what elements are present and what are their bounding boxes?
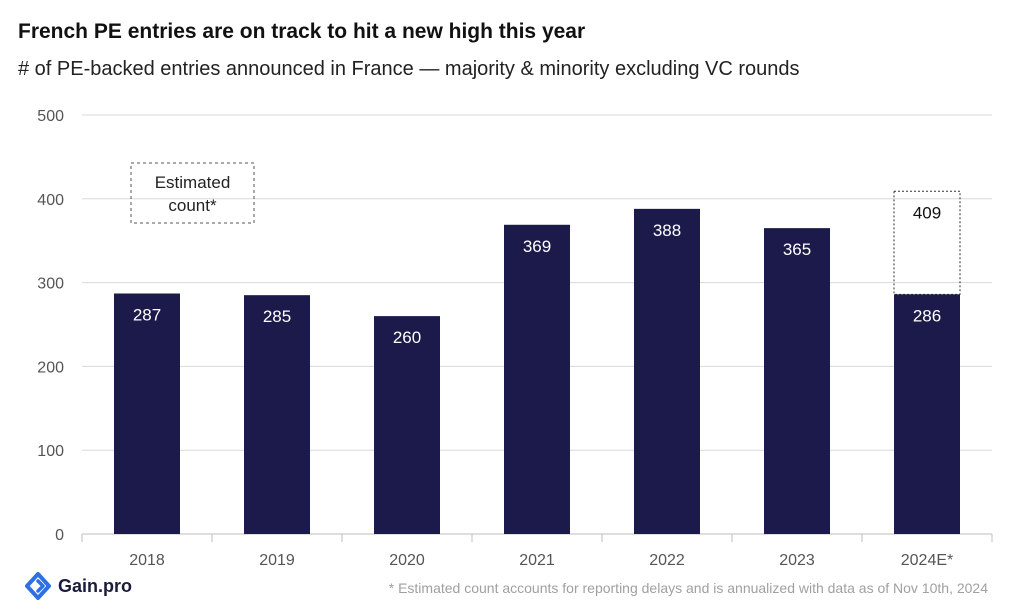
estimate-bar-outline: [893, 190, 961, 295]
x-tick-label: 2019: [259, 552, 295, 569]
y-tick-label: 0: [55, 527, 64, 544]
y-tick-label: 500: [37, 108, 64, 125]
bar: [764, 228, 830, 534]
chart-subtitle: # of PE-backed entries announced in Fran…: [18, 58, 800, 80]
data-label: 285: [263, 307, 291, 326]
bar: [374, 316, 440, 534]
bar: [504, 224, 570, 534]
data-label: 260: [393, 328, 421, 347]
annotation-text-line-2: count*: [168, 196, 217, 215]
x-tick-label: 2020: [389, 552, 425, 569]
data-label: 369: [523, 237, 551, 256]
x-tick-label: 2023: [779, 552, 815, 569]
bar: [894, 294, 960, 534]
x-tick-label: 2022: [649, 552, 685, 569]
x-tick-label: 2024E*: [901, 552, 954, 569]
y-tick-label: 100: [37, 443, 64, 460]
y-tick-label: 200: [37, 359, 64, 376]
data-label: 365: [783, 240, 811, 259]
data-label: 388: [653, 221, 681, 240]
data-label: 286: [913, 306, 941, 325]
brand-name: Gain.pro: [58, 575, 133, 596]
x-tick-label: 2018: [129, 552, 165, 569]
annotation-text-line-1: Estimated: [155, 173, 231, 192]
bar: [634, 208, 700, 534]
y-tick-label: 400: [37, 192, 64, 209]
estimate-data-label: 409: [913, 203, 941, 222]
x-tick-label: 2021: [519, 552, 555, 569]
data-label: 287: [133, 305, 161, 324]
y-tick-label: 300: [37, 276, 64, 293]
bar: [114, 293, 180, 534]
gain-pro-logo-icon: [25, 572, 51, 600]
bar: [244, 295, 310, 534]
chart-title: French PE entries are on track to hit a …: [18, 20, 586, 43]
brand: Gain.pro: [24, 572, 132, 600]
footnote: * Estimated count accounts for reporting…: [388, 580, 988, 596]
annotation-box: [130, 162, 255, 224]
